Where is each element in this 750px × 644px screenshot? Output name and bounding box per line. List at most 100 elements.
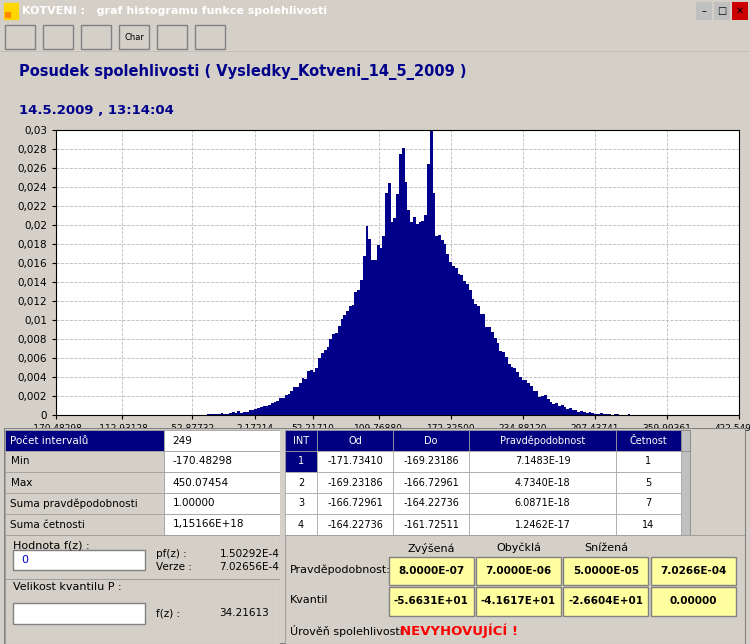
Text: 7.02656E-4: 7.02656E-4 bbox=[220, 562, 279, 572]
Bar bbox=[235, 413, 238, 415]
Text: Char: Char bbox=[124, 32, 144, 41]
Text: 1.50292E-4: 1.50292E-4 bbox=[220, 549, 279, 558]
Text: 14: 14 bbox=[642, 520, 655, 529]
Bar bbox=[441, 240, 444, 415]
Bar bbox=[405, 182, 407, 415]
Bar bbox=[380, 248, 382, 415]
Bar bbox=[586, 413, 589, 415]
Bar bbox=[243, 412, 246, 415]
Bar bbox=[304, 379, 307, 415]
Bar bbox=[246, 412, 248, 415]
Bar bbox=[346, 311, 349, 415]
FancyBboxPatch shape bbox=[651, 557, 736, 585]
Text: 1: 1 bbox=[645, 457, 652, 466]
Bar bbox=[293, 388, 296, 415]
Bar bbox=[207, 414, 209, 415]
Bar bbox=[416, 224, 419, 415]
Bar bbox=[530, 386, 532, 415]
Text: NEVYHOVUJÍCÍ !: NEVYHOVUJÍCÍ ! bbox=[400, 623, 518, 638]
Bar bbox=[430, 130, 433, 415]
Bar bbox=[464, 281, 466, 415]
Bar bbox=[226, 414, 229, 415]
Text: 14.5.2009 , 13:14:04: 14.5.2009 , 13:14:04 bbox=[19, 104, 173, 117]
Bar bbox=[460, 275, 464, 415]
Bar bbox=[393, 451, 469, 472]
Bar bbox=[454, 268, 458, 415]
Bar bbox=[368, 238, 371, 415]
Bar bbox=[469, 290, 472, 415]
Bar bbox=[393, 493, 469, 514]
Bar bbox=[5, 12, 10, 17]
FancyBboxPatch shape bbox=[563, 587, 649, 616]
Bar bbox=[449, 262, 452, 415]
Bar bbox=[550, 402, 552, 415]
Bar bbox=[296, 387, 298, 415]
Text: □: □ bbox=[717, 6, 727, 16]
Bar bbox=[600, 413, 602, 415]
Bar bbox=[435, 236, 438, 415]
Text: Suma pravděpodobnosti: Suma pravděpodobnosti bbox=[10, 498, 138, 509]
Bar bbox=[407, 211, 410, 415]
Bar bbox=[519, 377, 522, 415]
Bar bbox=[317, 451, 393, 472]
Bar bbox=[251, 410, 254, 415]
Bar bbox=[569, 408, 572, 415]
Bar bbox=[352, 305, 355, 415]
Text: f(z) :: f(z) : bbox=[156, 609, 180, 618]
Bar bbox=[274, 402, 277, 415]
Bar bbox=[469, 493, 616, 514]
Bar bbox=[266, 406, 268, 415]
Bar bbox=[344, 316, 346, 415]
Bar bbox=[164, 472, 280, 493]
Text: -166.72961: -166.72961 bbox=[404, 477, 459, 488]
Text: Posudek spolehlivosti ( Vysledky_Kotveni_14_5_2009 ): Posudek spolehlivosti ( Vysledky_Kotveni… bbox=[19, 64, 466, 79]
Text: 5: 5 bbox=[645, 477, 652, 488]
Bar bbox=[496, 343, 500, 415]
Bar bbox=[572, 410, 574, 415]
Text: -2.6604E+01: -2.6604E+01 bbox=[568, 596, 644, 607]
Bar bbox=[714, 2, 730, 20]
Text: -171.73410: -171.73410 bbox=[327, 457, 383, 466]
Bar bbox=[469, 430, 616, 451]
Bar bbox=[616, 514, 680, 535]
Bar bbox=[532, 391, 536, 415]
Bar bbox=[349, 306, 352, 415]
Bar bbox=[254, 408, 257, 415]
Bar bbox=[5, 451, 164, 472]
Bar bbox=[360, 279, 363, 415]
FancyBboxPatch shape bbox=[43, 25, 73, 49]
Text: 7.0000E-06: 7.0000E-06 bbox=[485, 566, 551, 576]
Bar bbox=[522, 380, 524, 415]
Text: 6.0871E-18: 6.0871E-18 bbox=[514, 498, 571, 509]
Bar bbox=[592, 413, 594, 415]
Text: 249: 249 bbox=[172, 435, 193, 446]
Bar bbox=[388, 183, 391, 415]
Bar bbox=[302, 378, 304, 415]
Bar bbox=[513, 368, 516, 415]
FancyBboxPatch shape bbox=[651, 587, 736, 616]
Bar bbox=[516, 372, 519, 415]
Bar bbox=[5, 493, 164, 514]
Text: Kvantil: Kvantil bbox=[290, 596, 328, 605]
Bar bbox=[285, 472, 317, 493]
FancyBboxPatch shape bbox=[388, 587, 473, 616]
Bar bbox=[508, 364, 511, 415]
Bar bbox=[474, 304, 477, 415]
Bar bbox=[271, 403, 274, 415]
Bar bbox=[469, 472, 616, 493]
Bar bbox=[332, 334, 335, 415]
Bar bbox=[589, 412, 592, 415]
Bar bbox=[13, 550, 146, 570]
Text: 7.0266E-04: 7.0266E-04 bbox=[660, 566, 727, 576]
Text: ✕: ✕ bbox=[736, 6, 744, 16]
Bar bbox=[561, 404, 563, 415]
Text: -170.48298: -170.48298 bbox=[172, 457, 232, 466]
Bar bbox=[317, 430, 393, 451]
Bar bbox=[257, 408, 259, 415]
Bar bbox=[732, 2, 748, 20]
Bar bbox=[313, 372, 316, 415]
Bar bbox=[511, 367, 513, 415]
Bar bbox=[317, 514, 393, 535]
Bar bbox=[318, 358, 321, 415]
FancyBboxPatch shape bbox=[195, 25, 225, 49]
